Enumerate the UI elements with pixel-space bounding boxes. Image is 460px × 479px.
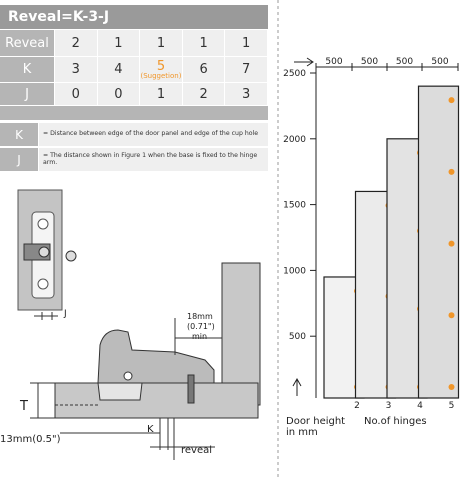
table-cell: 1 — [97, 30, 140, 56]
note-key-text: K — [15, 127, 23, 142]
note-key: K — [0, 123, 38, 146]
note-text-text: = The distance shown in Figure 1 when th… — [43, 152, 258, 166]
hinge-dot — [448, 384, 455, 390]
table-cell: 3 — [225, 83, 267, 105]
table-cell-text: 1 — [156, 35, 166, 51]
j-label: J — [63, 309, 67, 319]
top-label: 500 — [431, 57, 448, 67]
table-cell-text: 0 — [114, 86, 123, 102]
y-axis-label: in mm — [286, 427, 318, 438]
cross-section — [30, 262, 261, 460]
hinge-dot — [448, 312, 455, 319]
y-tick-label: 1000 — [283, 266, 306, 276]
hinge-figure-1 — [17, 189, 77, 320]
table-title-text: Reveal=K-3-J — [8, 9, 110, 25]
x-tick-label: 3 — [386, 401, 392, 411]
table-cell-text: 2 — [199, 86, 208, 102]
note-key: J — [0, 148, 38, 171]
table-cell: 6 — [182, 57, 225, 82]
thickness-label: 13mm(0.5") — [0, 434, 61, 445]
table-cell: 1 — [140, 83, 182, 105]
table-cell-text: 1 — [199, 35, 208, 51]
x-tick-label: 5 — [449, 401, 455, 411]
y-tick-label: 1500 — [283, 201, 306, 211]
hinge-dot — [448, 168, 455, 175]
table-cell-text: 6 — [199, 62, 208, 77]
table-cell: 0 — [97, 83, 140, 105]
min-label: (0.71") — [187, 322, 215, 331]
table-cell: 2 — [55, 30, 97, 56]
table-cell: 7 — [225, 57, 267, 82]
top-label: 500 — [325, 57, 342, 67]
table-cell-text: 4 — [114, 62, 123, 77]
table-cell-text: 5 — [156, 58, 166, 74]
table-cell: 1 — [182, 30, 225, 56]
row-header-text: Reveal — [5, 35, 49, 51]
arrow — [292, 377, 302, 396]
table-cell-text: 3 — [71, 62, 80, 77]
table-cell-text: 1 — [242, 35, 251, 51]
k-label: K — [147, 424, 154, 435]
hinge-dot — [448, 97, 455, 104]
divider — [0, 106, 268, 120]
table-cell: 0 — [55, 83, 97, 105]
table-cell: 1 — [140, 30, 182, 56]
note-text: = The distance shown in Figure 1 when th… — [39, 148, 268, 171]
note-key-text: J — [17, 152, 21, 167]
y-tick-label: 2000 — [283, 135, 306, 145]
top-label: 500 — [396, 57, 413, 67]
top-label: 500 — [361, 57, 378, 67]
t-label: T — [19, 399, 28, 414]
table-cell-text: 0 — [71, 86, 80, 102]
row-header: K — [0, 57, 54, 82]
reveal-label: reveal — [181, 445, 212, 456]
min-label: 18mm — [187, 312, 213, 321]
table-cell-text: 2 — [71, 35, 80, 51]
x-tick-label: 4 — [417, 401, 423, 411]
table-cell-text: 1 — [156, 86, 166, 102]
table-cell: 2 — [182, 83, 225, 105]
suggestion: (Suggetion) — [140, 71, 182, 80]
y-tick-label: 500 — [289, 332, 306, 342]
row-header: Reveal — [0, 30, 54, 56]
row-header-text: K — [22, 62, 32, 77]
table-cell-text: 3 — [242, 86, 251, 102]
table-cell: 3 — [55, 57, 97, 82]
y-tick-label: 2500 — [283, 69, 306, 79]
hinge-dot — [448, 240, 455, 247]
table-cell: 1 — [225, 30, 267, 56]
table-title: Reveal=K-3-J — [0, 5, 268, 29]
table-cell: 4 — [97, 57, 140, 82]
table-cell-text: 7 — [242, 62, 251, 77]
row-header-text: J — [25, 86, 29, 102]
table-cell: 5 (Suggetion) — [140, 57, 182, 82]
y-axis-label: Door height — [286, 416, 345, 427]
note-text-text: = Distance between edge of the door pane… — [43, 130, 259, 138]
arrow — [294, 57, 314, 67]
row-header: J — [0, 83, 54, 105]
x-axis-label: No.of hinges — [364, 416, 427, 427]
note-text: = Distance between edge of the door pane… — [39, 123, 268, 146]
min-label: min — [192, 332, 207, 341]
x-tick-label: 2 — [354, 401, 360, 411]
table-cell-text: 1 — [114, 35, 123, 51]
